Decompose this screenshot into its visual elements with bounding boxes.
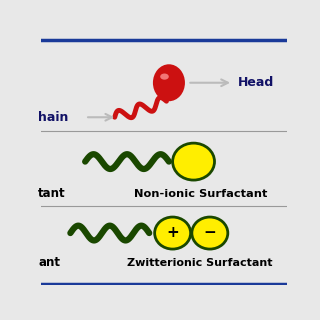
Text: tant: tant xyxy=(38,187,66,200)
Text: ant: ant xyxy=(38,256,60,269)
Text: Head: Head xyxy=(238,76,274,89)
Ellipse shape xyxy=(153,64,185,101)
Text: Non-ionic Surfactant: Non-ionic Surfactant xyxy=(134,188,268,199)
Ellipse shape xyxy=(172,143,214,180)
Ellipse shape xyxy=(160,74,169,80)
Text: Zwitterionic Surfactant: Zwitterionic Surfactant xyxy=(127,258,273,268)
Text: hain: hain xyxy=(38,111,69,124)
Text: −: − xyxy=(204,225,216,240)
Ellipse shape xyxy=(192,217,228,249)
Ellipse shape xyxy=(155,217,191,249)
Text: +: + xyxy=(166,225,179,240)
